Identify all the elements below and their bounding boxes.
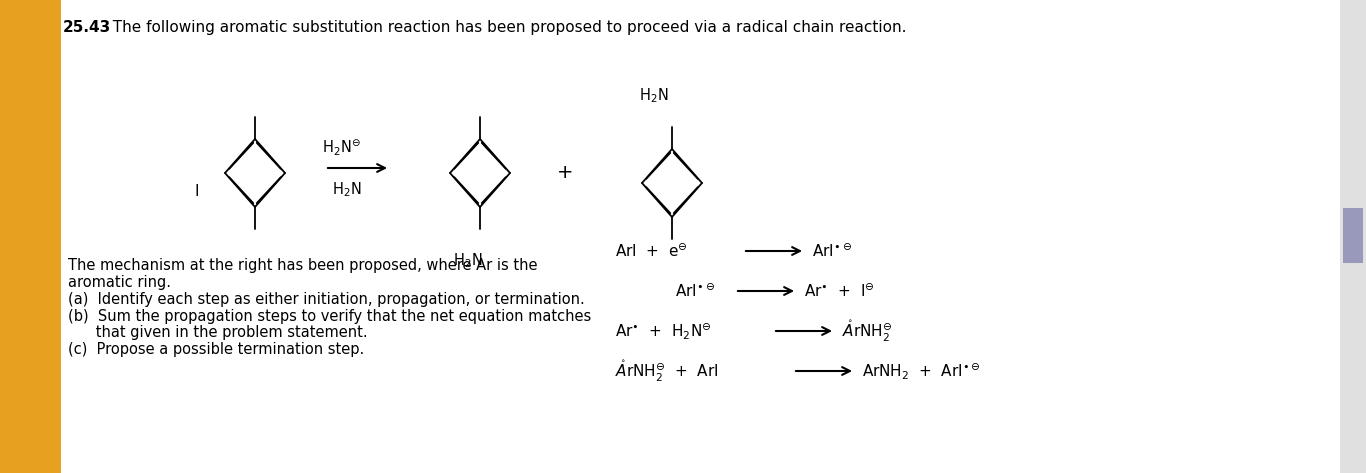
Bar <box>1340 0 1366 473</box>
Text: ArNH$_2$  +  ArI$^{\bullet\ominus}$: ArNH$_2$ + ArI$^{\bullet\ominus}$ <box>862 361 981 381</box>
Text: The mechanism at the right has been proposed, where Ar is the: The mechanism at the right has been prop… <box>68 258 537 273</box>
Text: Ar$^{\bullet}$  +  H$_2$N$^{\ominus}$: Ar$^{\bullet}$ + H$_2$N$^{\ominus}$ <box>615 321 712 341</box>
Text: ArI$^{\bullet\ominus}$: ArI$^{\bullet\ominus}$ <box>811 242 852 260</box>
Text: ArI  +  e$^{\ominus}$: ArI + e$^{\ominus}$ <box>615 242 688 260</box>
Text: H$_2$N: H$_2$N <box>639 86 669 105</box>
Text: (b)  Sum the propagation steps to verify that the net equation matches: (b) Sum the propagation steps to verify … <box>68 309 591 324</box>
Text: $\mathring{A}$rNH$_2^{\ominus}$: $\mathring{A}$rNH$_2^{\ominus}$ <box>841 318 892 343</box>
Text: (c)  Propose a possible termination step.: (c) Propose a possible termination step. <box>68 342 365 357</box>
Text: that given in the problem statement.: that given in the problem statement. <box>68 325 367 340</box>
Text: I: I <box>195 184 199 199</box>
Bar <box>1343 208 1363 263</box>
Text: The following aromatic substitution reaction has been proposed to proceed via a : The following aromatic substitution reac… <box>102 20 907 35</box>
Bar <box>0 0 61 473</box>
Text: $\mathring{A}$rNH$_2^{\ominus}$  +  ArI: $\mathring{A}$rNH$_2^{\ominus}$ + ArI <box>615 359 719 384</box>
Text: +: + <box>557 164 574 183</box>
Text: H$_2$N$^{\ominus}$: H$_2$N$^{\ominus}$ <box>322 137 361 157</box>
Text: aromatic ring.: aromatic ring. <box>68 275 171 290</box>
Text: Ar$^{\bullet}$  +  I$^{\ominus}$: Ar$^{\bullet}$ + I$^{\ominus}$ <box>805 282 874 300</box>
Text: 25.43: 25.43 <box>63 20 111 35</box>
Text: H$_2$N: H$_2$N <box>454 251 482 270</box>
Text: H$_2$N: H$_2$N <box>332 180 362 199</box>
Text: (a)  Identify each step as either initiation, propagation, or termination.: (a) Identify each step as either initiat… <box>68 292 585 307</box>
Text: ArI$^{\bullet\ominus}$: ArI$^{\bullet\ominus}$ <box>675 282 714 300</box>
